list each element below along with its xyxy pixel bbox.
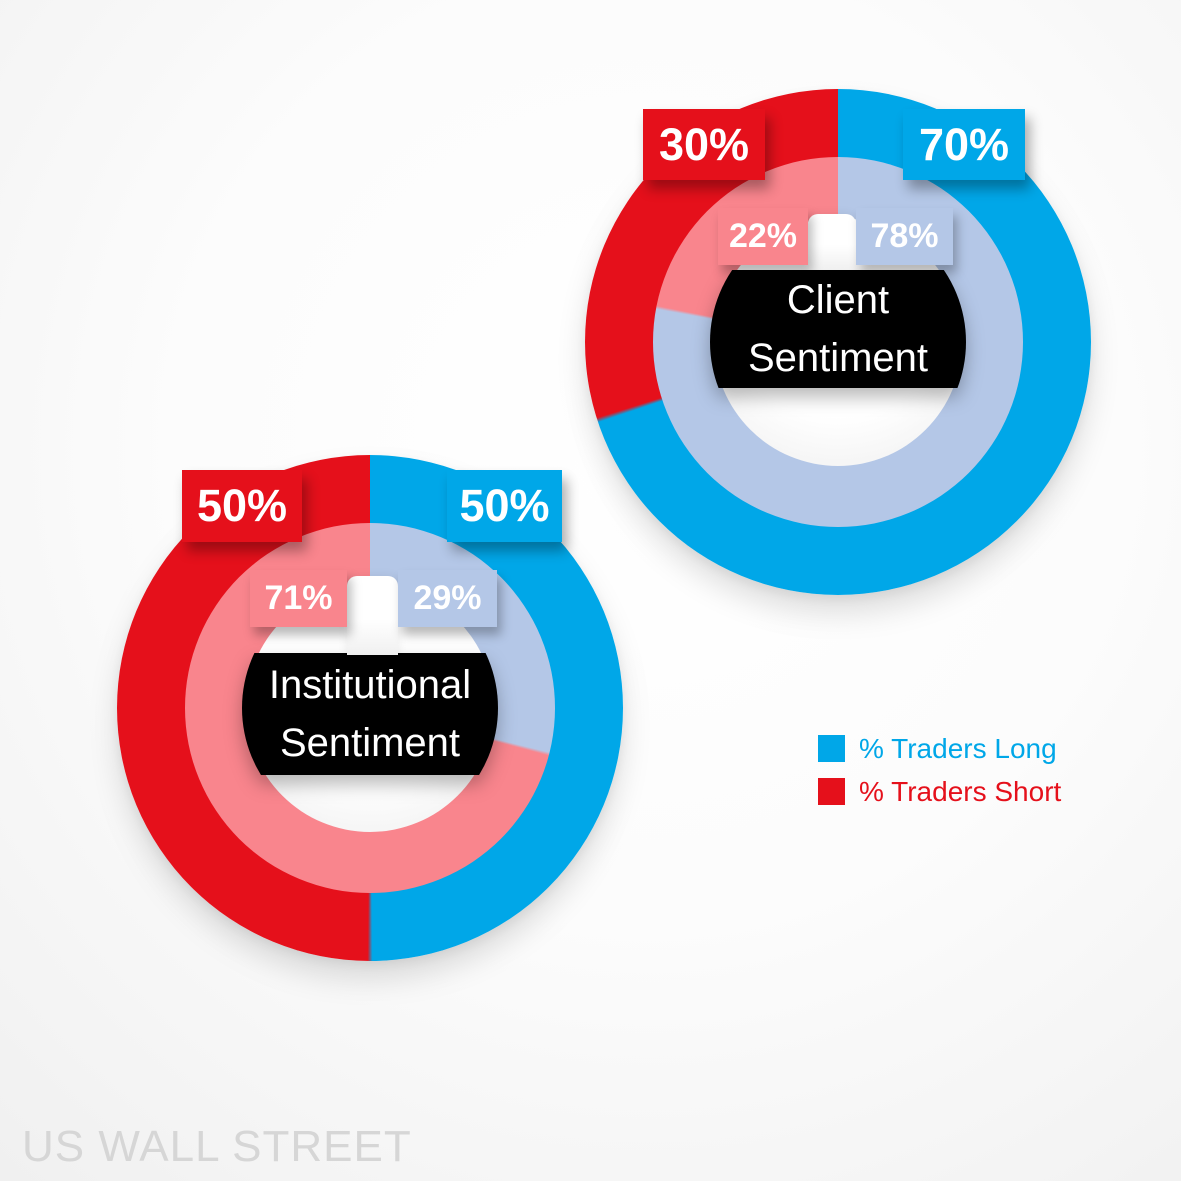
client-outer-short-label: 30% — [643, 109, 765, 180]
institutional-title-line1: Institutional — [268, 663, 472, 707]
institutional-outer-short-label: 50% — [182, 470, 302, 542]
institutional-chart-title: Institutional Sentiment — [117, 653, 623, 775]
institutional-title-line2: Sentiment — [279, 721, 461, 765]
traders-short-swatch — [818, 778, 845, 805]
client-title-line1: Client — [786, 278, 890, 322]
institutional-center-shadow — [242, 580, 498, 836]
traders-short-label: % Traders Short — [859, 775, 1062, 807]
legend-item-traders-short: % Traders Short — [818, 770, 1061, 813]
institutional-outer-long-label: 50% — [447, 470, 562, 542]
institutional-inner-short-label: 71% — [250, 570, 347, 627]
client-chart-title: Client Sentiment — [585, 270, 1091, 388]
institutional-center-label-background — [242, 653, 498, 775]
client-inner-long-label: 78% — [856, 208, 953, 265]
client-inner-label-gap — [808, 214, 856, 270]
client-center-label-background — [710, 270, 966, 388]
client-title-line2: Sentiment — [747, 336, 929, 380]
client-center-shadow — [710, 214, 966, 470]
donut-chart-institutional-sentiment: Institutional Sentiment 71% 29% 50% 50% — [117, 455, 623, 961]
institutional-inner-long-label: 29% — [398, 570, 497, 627]
client-inner-short-label: 22% — [718, 208, 808, 265]
legend: % Traders Long % Traders Short — [818, 727, 1061, 813]
traders-long-label: % Traders Long — [859, 732, 1057, 764]
donut-chart-client-sentiment: Client Sentiment 22% 78% 30% 70% — [585, 89, 1091, 595]
traders-long-swatch — [818, 735, 845, 762]
institutional-inner-label-gap — [347, 576, 398, 655]
client-outer-long-label: 70% — [903, 109, 1025, 180]
watermark: US WALL STREET — [22, 1122, 412, 1171]
legend-item-traders-long: % Traders Long — [818, 727, 1061, 770]
